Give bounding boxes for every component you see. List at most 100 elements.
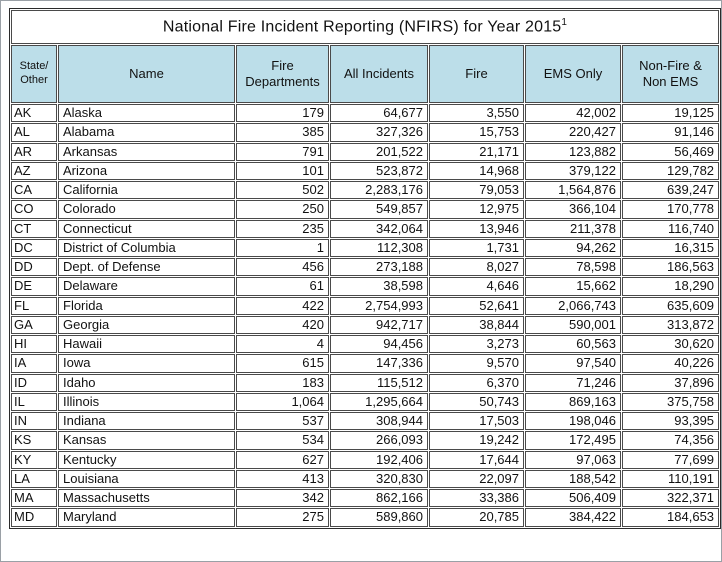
table-row: AL Alabama 385 327,326 15,753 220,427 91,146 xyxy=(11,123,720,142)
fire-cell: 4,646 xyxy=(429,277,524,296)
fire-departments-cell: 61 xyxy=(236,277,329,296)
non-fire-non-ems-cell: 186,563 xyxy=(622,258,720,277)
state-code-cell: MD xyxy=(11,508,57,527)
state-name-cell: Arizona xyxy=(58,161,235,180)
ems-only-cell: 366,104 xyxy=(525,200,621,219)
ems-only-cell: 1,564,876 xyxy=(525,181,621,200)
table-row: CT Connecticut 235 342,064 13,946 211,378 116,… xyxy=(11,219,720,238)
ems-only-cell: 60,563 xyxy=(525,335,621,354)
all-incidents-cell: 2,754,993 xyxy=(330,296,428,315)
fire-departments-cell: 179 xyxy=(236,104,329,123)
non-fire-non-ems-cell: 322,371 xyxy=(622,489,720,508)
non-fire-non-ems-cell: 30,620 xyxy=(622,335,720,354)
fire-cell: 20,785 xyxy=(429,508,524,527)
ems-only-cell: 123,882 xyxy=(525,142,621,161)
state-code-cell: DD xyxy=(11,258,57,277)
fire-cell: 12,975 xyxy=(429,200,524,219)
all-incidents-cell: 589,860 xyxy=(330,508,428,527)
column-header-non-fire-non-ems: Non-Fire & Non EMS xyxy=(622,45,720,103)
table-row: AK Alaska 179 64,677 3,550 42,002 19,125 xyxy=(11,104,720,123)
fire-cell: 1,731 xyxy=(429,238,524,257)
ems-only-cell: 42,002 xyxy=(525,104,621,123)
table-row: IL Illinois 1,064 1,295,664 50,743 869,163 375… xyxy=(11,392,720,411)
column-header-state-other: State/ Other xyxy=(11,45,57,103)
all-incidents-cell: 342,064 xyxy=(330,219,428,238)
fire-cell: 3,550 xyxy=(429,104,524,123)
state-code-cell: KY xyxy=(11,450,57,469)
non-fire-non-ems-cell: 93,395 xyxy=(622,412,720,431)
state-code-cell: CA xyxy=(11,181,57,200)
table-row: DC District of Columbia 1 112,308 1,731 94,26… xyxy=(11,238,720,257)
table-row: CA California 502 2,283,176 79,053 1,564,876 6… xyxy=(11,181,720,200)
all-incidents-cell: 64,677 xyxy=(330,104,428,123)
all-incidents-cell: 192,406 xyxy=(330,450,428,469)
fire-departments-cell: 4 xyxy=(236,335,329,354)
non-fire-non-ems-cell: 16,315 xyxy=(622,238,720,257)
state-name-cell: Illinois xyxy=(58,392,235,411)
state-name-cell: Florida xyxy=(58,296,235,315)
state-name-cell: District of Columbia xyxy=(58,238,235,257)
fire-cell: 9,570 xyxy=(429,354,524,373)
table-row: FL Florida 422 2,754,993 52,641 2,066,743 635,… xyxy=(11,296,720,315)
state-code-cell: AR xyxy=(11,142,57,161)
non-fire-non-ems-cell: 375,758 xyxy=(622,392,720,411)
state-code-cell: AZ xyxy=(11,161,57,180)
ems-only-cell: 78,598 xyxy=(525,258,621,277)
all-incidents-cell: 273,188 xyxy=(330,258,428,277)
all-incidents-cell: 94,456 xyxy=(330,335,428,354)
state-name-cell: Kansas xyxy=(58,431,235,450)
all-incidents-cell: 549,857 xyxy=(330,200,428,219)
fire-departments-cell: 1 xyxy=(236,238,329,257)
non-fire-non-ems-cell: 170,778 xyxy=(622,200,720,219)
fire-departments-cell: 456 xyxy=(236,258,329,277)
state-name-cell: Louisiana xyxy=(58,469,235,488)
state-code-cell: FL xyxy=(11,296,57,315)
page-title-text: National Fire Incident Reporting (NFIRS)… xyxy=(162,18,562,36)
ems-only-cell: 172,495 xyxy=(525,431,621,450)
all-incidents-cell: 862,166 xyxy=(330,489,428,508)
table-row: IA Iowa 615 147,336 9,570 97,540 40,226 xyxy=(11,354,720,373)
state-name-cell: Arkansas xyxy=(58,142,235,161)
non-fire-non-ems-cell: 116,740 xyxy=(622,219,720,238)
state-code-cell: MA xyxy=(11,489,57,508)
ems-only-cell: 2,066,743 xyxy=(525,296,621,315)
table-row: HI Hawaii 4 94,456 3,273 60,563 30,620 xyxy=(11,335,720,354)
state-code-cell: CO xyxy=(11,200,57,219)
ems-only-cell: 97,540 xyxy=(525,354,621,373)
state-code-cell: DE xyxy=(11,277,57,296)
fire-cell: 15,753 xyxy=(429,123,524,142)
state-name-cell: Maryland xyxy=(58,508,235,527)
table-row: DD Dept. of Defense 456 273,188 8,027 78,598 1… xyxy=(11,258,720,277)
state-code-cell: IL xyxy=(11,392,57,411)
table-row: LA Louisiana 413 320,830 22,097 188,542 110,19… xyxy=(11,469,720,488)
ems-only-cell: 506,409 xyxy=(525,489,621,508)
fire-departments-cell: 342 xyxy=(236,489,329,508)
all-incidents-cell: 38,598 xyxy=(330,277,428,296)
non-fire-non-ems-cell: 129,782 xyxy=(622,161,720,180)
state-code-cell: ID xyxy=(11,373,57,392)
fire-departments-cell: 413 xyxy=(236,469,329,488)
table-row: CO Colorado 250 549,857 12,975 366,104 170,778 xyxy=(11,200,720,219)
fire-departments-cell: 534 xyxy=(236,431,329,450)
state-name-cell: Hawaii xyxy=(58,335,235,354)
state-name-cell: Alabama xyxy=(58,123,235,142)
fire-cell: 3,273 xyxy=(429,335,524,354)
fire-cell: 21,171 xyxy=(429,142,524,161)
state-code-cell: DC xyxy=(11,238,57,257)
state-code-cell: LA xyxy=(11,469,57,488)
ems-only-cell: 188,542 xyxy=(525,469,621,488)
state-code-cell: IN xyxy=(11,412,57,431)
state-name-cell: Georgia xyxy=(58,315,235,334)
table-header-row: State/ Other Name Fire Departments All I… xyxy=(11,45,720,103)
all-incidents-cell: 147,336 xyxy=(330,354,428,373)
state-code-cell: AL xyxy=(11,123,57,142)
fire-departments-cell: 791 xyxy=(236,142,329,161)
table-row: DE Delaware 61 38,598 4,646 15,662 18,290 xyxy=(11,277,720,296)
state-name-cell: Massachusetts xyxy=(58,489,235,508)
fire-cell: 6,370 xyxy=(429,373,524,392)
ems-only-cell: 94,262 xyxy=(525,238,621,257)
all-incidents-cell: 523,872 xyxy=(330,161,428,180)
state-name-cell: Kentucky xyxy=(58,450,235,469)
page-title: National Fire Incident Reporting (NFIRS)… xyxy=(11,10,720,44)
fire-cell: 8,027 xyxy=(429,258,524,277)
